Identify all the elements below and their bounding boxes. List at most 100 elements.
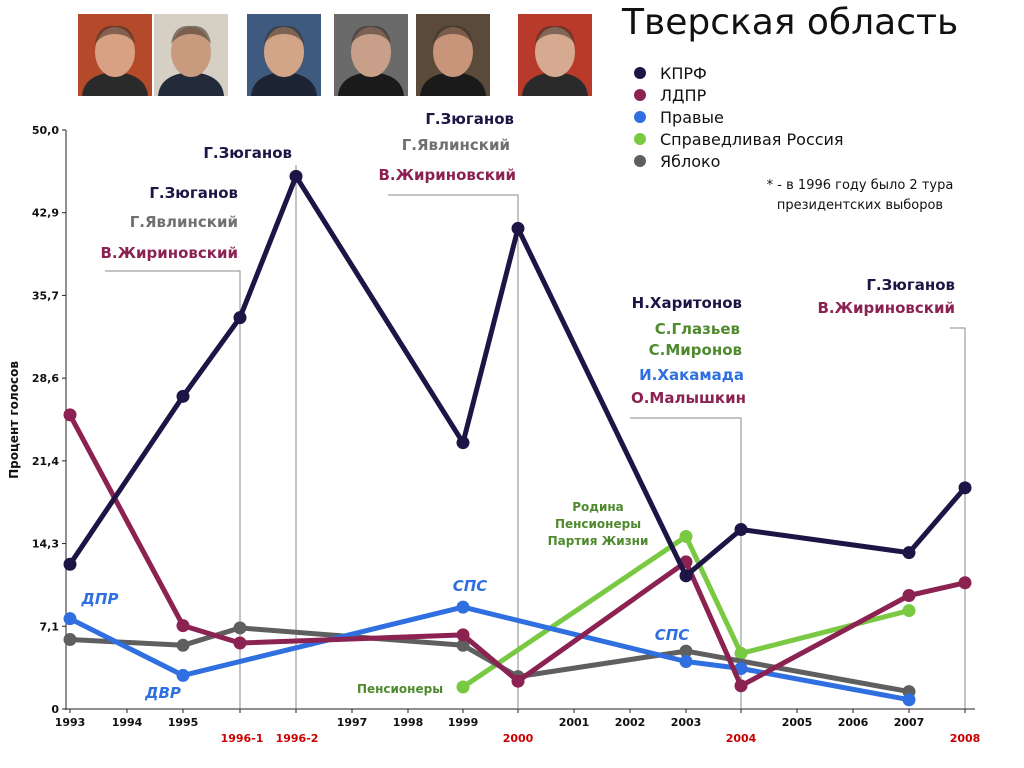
data-point-yabloko (679, 644, 693, 658)
annotation-label: Г.Зюганов (149, 184, 238, 202)
portrait-hair (171, 25, 211, 44)
x-tick-label: 1998 (393, 716, 424, 729)
portrait-hair (351, 25, 391, 44)
data-point-yabloko (233, 621, 247, 635)
data-point-ldpr (63, 408, 77, 422)
data-point-yabloko (176, 638, 190, 652)
series-line-kprf (67, 173, 968, 579)
x-tick-label: 2001 (559, 716, 590, 729)
legend-item-yabloko: Яблоко (634, 150, 844, 172)
x-tick-label: 2000 (503, 732, 534, 745)
data-point-yabloko (456, 638, 470, 652)
portrait-shoulders (82, 72, 148, 96)
y-tick-label: 50,0 (32, 124, 59, 137)
reference-line-1996-1 (105, 270, 241, 709)
data-point-right (176, 668, 190, 682)
data-point-ldpr (958, 576, 972, 590)
portrait-1-icon (78, 14, 152, 96)
series-line-right (67, 604, 912, 703)
y-axis-label: Процент голосов (7, 361, 21, 479)
data-point-right (63, 612, 77, 626)
x-tick-label: 2003 (671, 716, 702, 729)
legend-marker-right (634, 111, 646, 123)
legend-label-sr: Справедливая Россия (660, 129, 844, 149)
legend-marker-ldpr (634, 89, 646, 101)
annotation-label: ДВР (144, 684, 181, 702)
x-tick-label: 1995 (168, 716, 199, 729)
y-tick-label: 14,3 (32, 538, 59, 551)
data-point-ldpr (176, 619, 190, 633)
portrait-face (535, 27, 575, 77)
x-tick-label: 2004 (726, 732, 757, 745)
portrait-shoulders (420, 72, 486, 96)
x-tick-label: 1993 (55, 716, 86, 729)
reference-line-2000 (388, 194, 519, 709)
portrait-shoulders (522, 72, 588, 96)
portrait-face (264, 27, 304, 77)
annotation-label: Г.Явлинский (130, 213, 238, 231)
data-point-kprf (958, 481, 972, 495)
annotation-label: В.Жириновский (817, 299, 955, 317)
data-point-ldpr (511, 674, 525, 688)
data-point-kprf (456, 436, 470, 450)
data-point-yabloko (63, 633, 77, 647)
data-point-sr (679, 529, 693, 543)
x-tick-label: 1996-1 (221, 732, 264, 745)
legend-item-kprf: КПРФ (634, 62, 844, 84)
x-tick-label: 2007 (894, 716, 925, 729)
portrait-5-icon (416, 14, 490, 96)
annotation-label: Пенсионеры (555, 517, 641, 531)
portrait-6-icon (518, 14, 592, 96)
data-point-ldpr (233, 636, 247, 650)
series-line-sr (460, 534, 912, 690)
annotation-label: В.Жириновский (100, 244, 238, 262)
data-point-kprf (679, 569, 693, 583)
data-point-kprf (289, 169, 303, 183)
data-point-ldpr (902, 589, 916, 603)
y-tick-label: 28,6 (32, 372, 59, 385)
annotation-label: Г.Зюганов (425, 110, 514, 128)
legend-label-yabloko: Яблоко (660, 151, 721, 171)
y-tick-label: 21,4 (32, 455, 59, 468)
legend-marker-kprf (634, 67, 646, 79)
legend-label-ldpr: ЛДПР (660, 85, 707, 105)
data-point-kprf (233, 311, 247, 325)
annotation-label: ДПР (81, 590, 119, 608)
annotation-label: В.Жириновский (378, 166, 516, 184)
portrait-face (95, 27, 135, 77)
footnote: * - в 1996 году было 2 тура президентски… (766, 178, 954, 213)
x-tick-label: 1996-2 (276, 732, 319, 745)
annotation-label: Родина (572, 500, 624, 514)
portrait-face (171, 27, 211, 77)
annotation-label: О.Малышкин (631, 389, 746, 407)
annotation-label: СПС (655, 626, 690, 644)
data-point-right (679, 655, 693, 669)
data-point-right (902, 693, 916, 707)
data-point-ldpr (456, 628, 470, 642)
legend-label-right: Правые (660, 107, 724, 127)
x-tick-label: 1999 (448, 716, 479, 729)
data-point-kprf (511, 221, 525, 235)
data-point-sr (902, 604, 916, 618)
data-point-sr (456, 680, 470, 694)
x-tick-label: 2005 (782, 716, 813, 729)
x-tick-label: 1997 (337, 716, 368, 729)
portrait-shoulders (158, 72, 224, 96)
portrait-3-icon (247, 14, 321, 96)
portrait-face (433, 27, 473, 77)
y-tick-label: 7,1 (40, 620, 60, 633)
annotation-label: Г.Зюганов (866, 276, 955, 294)
legend-label-kprf: КПРФ (660, 63, 707, 83)
annotation-label: Г.Зюганов (203, 144, 292, 162)
reference-line-2004 (630, 417, 742, 709)
chart-title: Тверская область (622, 2, 959, 43)
data-point-kprf (63, 557, 77, 571)
data-point-kprf (734, 523, 748, 537)
data-point-right (456, 600, 470, 614)
portrait-face (351, 27, 391, 77)
portrait-hair (535, 25, 575, 44)
data-point-ldpr (734, 679, 748, 693)
portrait-hair (95, 25, 135, 44)
